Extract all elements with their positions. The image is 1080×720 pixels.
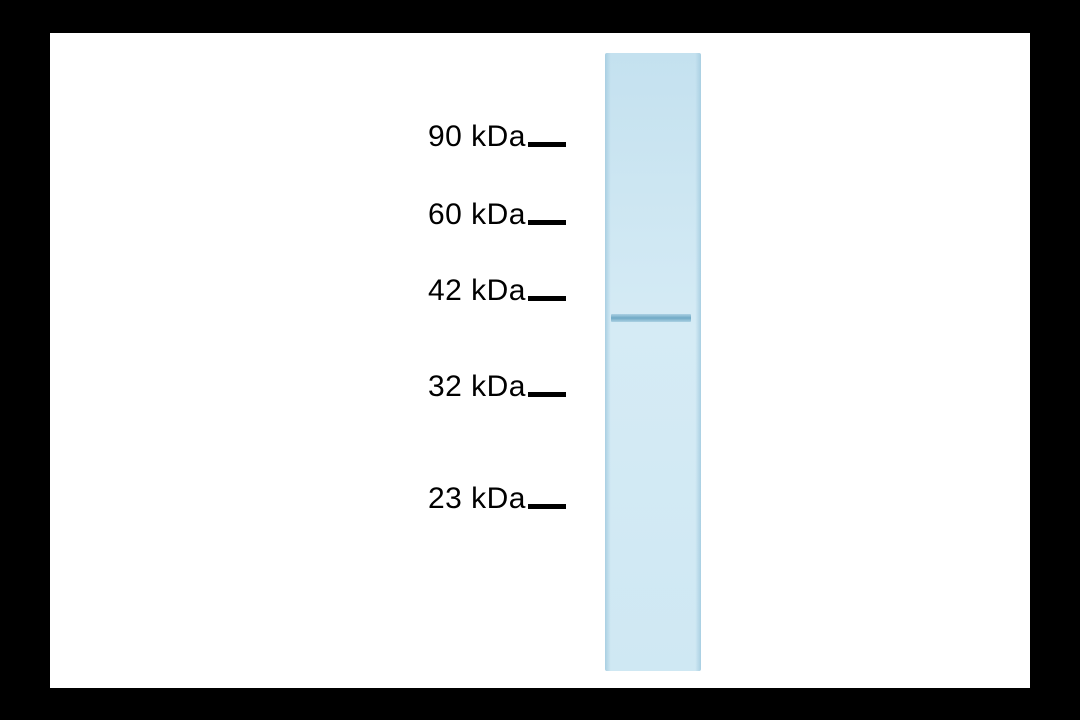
- mw-marker: 42 kDa: [428, 279, 566, 303]
- mw-marker-label: 42 kDa: [428, 274, 526, 308]
- mw-marker-label: 23 kDa: [428, 482, 526, 516]
- mw-marker-tick: [528, 296, 566, 301]
- mw-marker-tick: [528, 392, 566, 397]
- blot-panel: 90 kDa 60 kDa 42 kDa 32 kDa 23 kDa: [50, 33, 1030, 688]
- mw-marker: 60 kDa: [428, 203, 566, 227]
- protein-band: [611, 314, 691, 322]
- mw-marker-tick: [528, 504, 566, 509]
- mw-marker-tick: [528, 220, 566, 225]
- mw-marker: 32 kDa: [428, 375, 566, 399]
- mw-marker-tick: [528, 142, 566, 147]
- mw-marker-label: 90 kDa: [428, 120, 526, 154]
- mw-marker-label: 60 kDa: [428, 198, 526, 232]
- mw-marker: 90 kDa: [428, 125, 566, 149]
- mw-marker: 23 kDa: [428, 487, 566, 511]
- mw-marker-label: 32 kDa: [428, 370, 526, 404]
- gel-lane: [605, 53, 701, 671]
